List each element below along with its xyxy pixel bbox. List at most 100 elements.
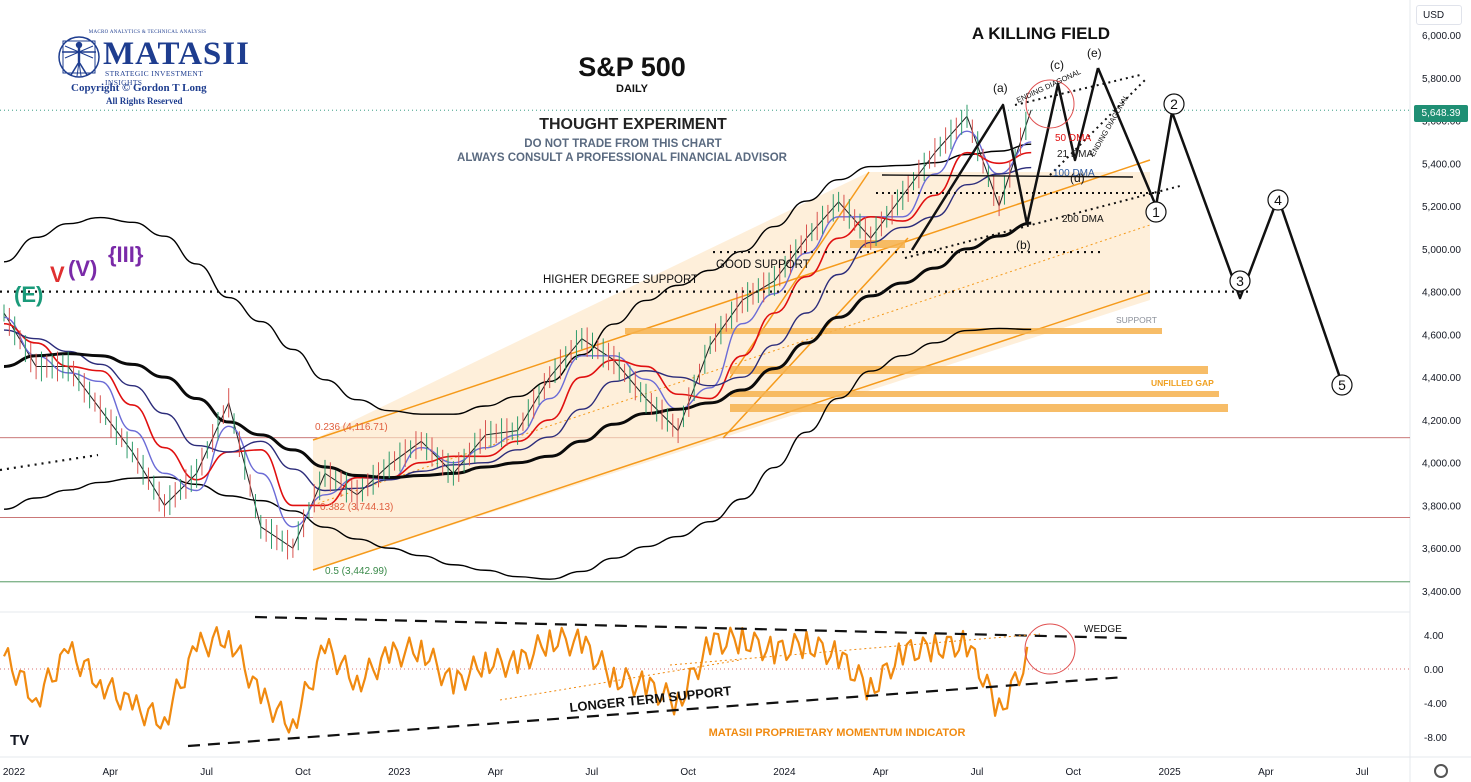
time-tick-label: Oct: [295, 767, 311, 778]
price-tick-label: 5,800.00: [1422, 74, 1461, 85]
projection-marker-label: 1: [1152, 204, 1160, 220]
projection-marker-label: 5: [1338, 377, 1346, 393]
last-price-badge: 5,648.39: [1414, 105, 1468, 122]
annotation-ending-diagonal-2: ENDING DIAGONAL: [1088, 93, 1131, 158]
price-tick-label: 5,000.00: [1422, 245, 1461, 256]
time-tick-label: Oct: [680, 767, 696, 778]
support-zone-bar: [850, 240, 905, 248]
support-zone-bar: [730, 404, 1228, 412]
time-tick-label: Jul: [1356, 767, 1369, 778]
wave-label-E: (E): [14, 282, 43, 307]
projection-marker-label: 2: [1170, 96, 1178, 112]
fib-label-05: 0.5 (3,442.99): [325, 566, 387, 577]
momentum-indicator-title: MATASII PROPRIETARY MOMENTUM INDICATOR: [709, 727, 966, 739]
label-100-dma: 100 DMA: [1053, 168, 1095, 179]
settings-gear-icon[interactable]: [1434, 764, 1448, 778]
label-21-dma: 21 DMA: [1057, 149, 1093, 160]
momentum-tick-label: 4.00: [1424, 631, 1444, 642]
price-tick-label: 4,000.00: [1422, 459, 1461, 470]
logo-top-line: MACRO ANALYTICS & TECHNICAL ANALYSIS: [88, 30, 207, 35]
time-tick-label: Apr: [1258, 767, 1274, 778]
longer-term-support-line: [187, 675, 1126, 748]
overlay-layer: 1 2 3 4 5: [0, 67, 1353, 472]
price-tick-label: 3,800.00: [1422, 501, 1461, 512]
channel-upper-line: [312, 159, 1151, 441]
time-tick-label: Apr: [873, 767, 889, 778]
last-price-label: 5,648.39: [1421, 108, 1461, 119]
time-tick-label: Jul: [200, 767, 213, 778]
wave-label-V: V: [50, 262, 65, 287]
price-tick-label: 4,600.00: [1422, 330, 1461, 341]
momentum-trend-dotted-2: [499, 659, 741, 701]
dma200-line: [3, 221, 1032, 480]
projection-marker-circle: [1331, 374, 1353, 396]
chart-subtitle: DAILY: [616, 83, 649, 95]
channel-lower-line: [312, 291, 1151, 571]
annotation-ending-diagonal-1: ENDING DIAGONAL: [1015, 67, 1082, 105]
annotation-unfilled-gap: UNFILLED GAP: [1151, 378, 1214, 388]
momentum-tick-label: 0.00: [1424, 665, 1444, 676]
wedge-upper-line: [254, 615, 1129, 640]
momentum-trend-dotted: [669, 633, 1041, 666]
wave-label-b: (b): [1016, 238, 1031, 252]
projection-marker-circle: [1145, 201, 1167, 223]
tradingview-logo: TV: [10, 732, 29, 749]
time-tick-label: Oct: [1066, 767, 1082, 778]
logo-rights: All Rights Reserved: [106, 96, 183, 106]
label-200-dma: 200 DMA: [1062, 214, 1104, 225]
steep-channel-upper: [729, 171, 870, 379]
price-tick-label: 3,400.00: [1422, 587, 1461, 598]
band-layer: [3, 143, 1228, 580]
currency-label: USD: [1423, 10, 1445, 21]
annotation-good-support: GOOD SUPPORT: [716, 259, 810, 271]
chart-title: S&P 500: [578, 52, 686, 82]
time-tick-label: 2022: [3, 767, 26, 778]
price-tick-label: 4,800.00: [1422, 288, 1461, 299]
price-tick-label: 5,200.00: [1422, 202, 1461, 213]
wave-label-e: (e): [1087, 46, 1102, 60]
wave-label-a: (a): [993, 81, 1008, 95]
note-consult-advisor: ALWAYS CONSULT A PROFESSIONAL FINANCIAL …: [457, 152, 788, 164]
momentum-line: [3, 626, 1029, 734]
wave-label-c: (c): [1050, 58, 1064, 72]
logo-name: MATASII: [103, 36, 250, 72]
projection-marker-circle: [1229, 270, 1251, 292]
momentum-tick-label: -8.00: [1424, 733, 1447, 744]
matasii-logo: MACRO ANALYTICS & TECHNICAL ANALYSIS MAT…: [55, 30, 249, 110]
time-tick-label: Apr: [103, 767, 119, 778]
logo-subtitle: STRATEGIC INVESTMENT INSIGHTS: [105, 69, 204, 87]
price-tick-label: 5,400.00: [1422, 159, 1461, 170]
support-zone-bar: [730, 391, 1219, 397]
highlight-circle-momentum: [1024, 623, 1076, 675]
momentum-tick-label: -4.00: [1424, 699, 1447, 710]
annotation-longer-term-support: LONGER TERM SUPPORT: [569, 683, 732, 715]
lower-envelope-band: [3, 327, 1032, 580]
time-tick-label: 2024: [773, 767, 796, 778]
annotation-higher-degree-support: HIGHER DEGREE SUPPORT: [543, 274, 698, 286]
ending-diagonal-right: [1049, 79, 1146, 176]
fib-label-0382: 0.382 (3,744.13): [320, 502, 393, 513]
momentum-layer: [3, 615, 1129, 748]
projection-marker-circle: [1163, 93, 1185, 115]
time-tick-label: Apr: [488, 767, 504, 778]
label-50-dma: 50 DMA: [1055, 133, 1091, 144]
fib-label-0236: 0.236 (4,116.71): [315, 422, 388, 433]
note-thought-experiment: THOUGHT EXPERIMENT: [539, 116, 727, 133]
headline: A KILLING FIELD: [972, 24, 1110, 43]
projection-marker-circle: [1267, 189, 1289, 211]
price-tick-label: 6,000.00: [1422, 31, 1461, 42]
abcde-wave-path: [910, 67, 1100, 251]
highlight-circle-price: [1025, 79, 1075, 129]
vitruvian-emblem-icon: [58, 36, 100, 78]
dotted-trend-left: [0, 453, 99, 472]
dma100-line: [3, 166, 1032, 492]
logo-copyright: Copyright © Gordon T Long: [71, 82, 207, 94]
currency-button[interactable]: USD: [1416, 5, 1462, 25]
wave-label-paren-V: (V): [68, 256, 97, 281]
price-tick-label: 4,200.00: [1422, 416, 1461, 427]
support-zone-bar: [625, 328, 1162, 334]
note-do-not-trade: DO NOT TRADE FROM THIS CHART: [524, 138, 721, 150]
time-tick-label: Jul: [585, 767, 598, 778]
